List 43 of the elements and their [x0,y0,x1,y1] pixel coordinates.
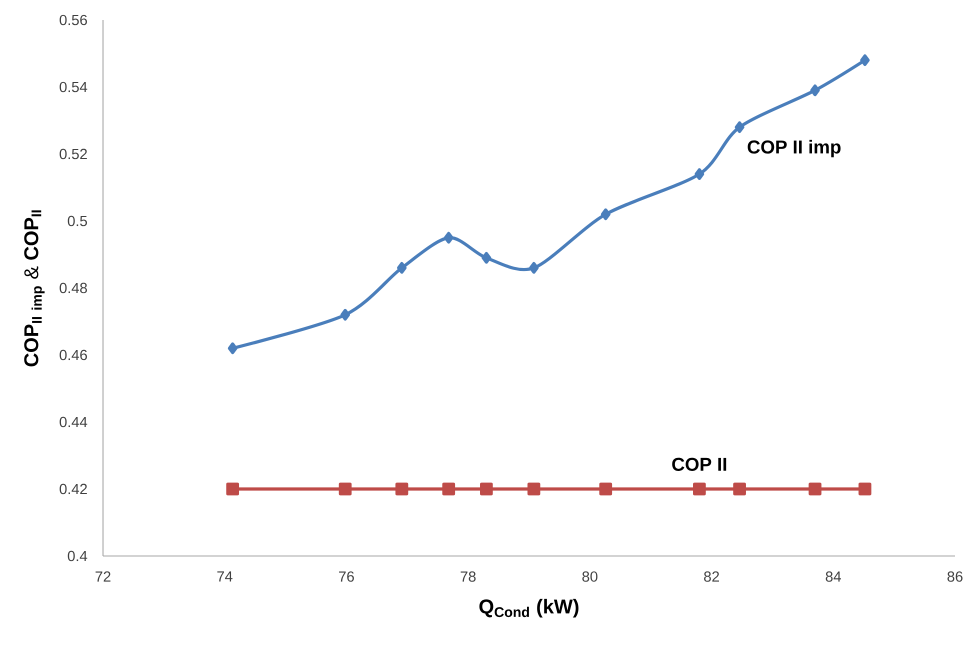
series-label: COP II imp [748,140,841,158]
x-tick-label: 86 [947,571,963,582]
x-tick-label: 72 [96,571,110,582]
y-tick-label: 0.56 [60,14,87,26]
x-tick-label: 82 [704,571,719,582]
point [397,262,407,274]
point [395,482,408,496]
y-tick-label: 0.44 [60,416,88,428]
y-tick-label: 0.48 [60,282,87,294]
point [444,232,454,244]
series-label: COP II [672,458,726,471]
point [340,308,350,321]
point [226,482,240,496]
point [599,482,612,496]
y-tick-label: 0.52 [60,148,87,160]
point [480,482,493,496]
point [693,482,706,496]
x-tick-label: 76 [339,571,354,582]
x-tick-label: 78 [460,571,476,582]
y-tick-label: 0.5 [68,216,88,226]
point [529,262,539,274]
point [860,54,870,66]
x-tick-label: 74 [217,571,232,582]
point [600,208,610,220]
point [808,482,822,496]
x-tick-label: 84 [826,571,842,582]
y-tick-label: 0.46 [60,350,87,360]
y-tick-label: 0.54 [60,82,88,92]
point [734,121,744,134]
point [482,252,492,264]
x-axis-title: Q$_{Cond}$ (kW) [479,598,578,618]
point [228,342,238,354]
point [733,482,746,496]
y-axis-title: $\mathbf{COP_{II\ imp}\ \&\ COP_{II}}$ [24,210,45,366]
point [694,168,704,180]
x-tick-label: 80 [582,571,598,582]
y-tick-label: 0.42 [60,484,87,494]
point [338,482,352,496]
point [442,482,456,496]
point [527,482,540,496]
point [810,84,820,96]
y-tick-label: 0.4 [68,550,88,562]
point [858,482,872,496]
